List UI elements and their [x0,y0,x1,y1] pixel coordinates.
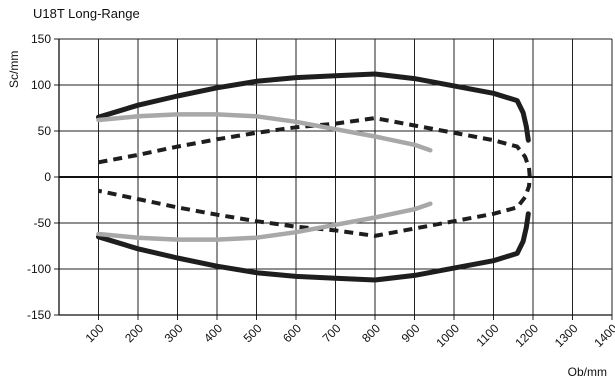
x-tick-label: 1300 [552,321,581,350]
x-tick-label: 700 [320,321,344,345]
y-tick-label: 150 [31,32,51,46]
y-tick-label: 100 [31,78,51,92]
x-tick-label: 100 [83,321,107,345]
y-tick-label: -50 [34,216,52,230]
y-tick-label: 50 [38,124,52,138]
chart-title: U18T Long-Range [33,6,140,21]
x-axis-label: Ob/mm [567,365,607,379]
x-tick-label: 300 [162,321,186,345]
axes [54,38,613,320]
y-tick-labels: 150 100 50 0 -50 -100 -150 [27,32,51,322]
x-tick-label: 200 [122,321,146,345]
x-tick-label: 1400 [591,321,615,350]
x-tick-label: 400 [201,321,225,345]
x-tick-label: 900 [399,321,423,345]
x-tick-label: 1200 [512,321,541,350]
x-tick-label: 500 [241,321,265,345]
x-tick-label: 1100 [473,321,501,349]
x-tick-label: 1000 [433,321,462,350]
y-tick-label: -150 [27,308,51,322]
x-tick-label: 600 [280,321,304,345]
x-tick-labels: 100 200 300 400 500 600 700 800 900 1000 1100 1200 1… [83,321,615,350]
y-tick-label: 0 [44,170,51,184]
x-tick-label: 800 [359,321,383,345]
series-dashed-black-line [98,116,532,238]
y-tick-label: -100 [27,262,51,276]
series-solid-gray-line [96,201,433,242]
series-solid-black-line [96,71,531,143]
series-lines [96,71,532,283]
series-solid-black-line [96,211,531,283]
series-solid-gray-line [96,112,433,153]
